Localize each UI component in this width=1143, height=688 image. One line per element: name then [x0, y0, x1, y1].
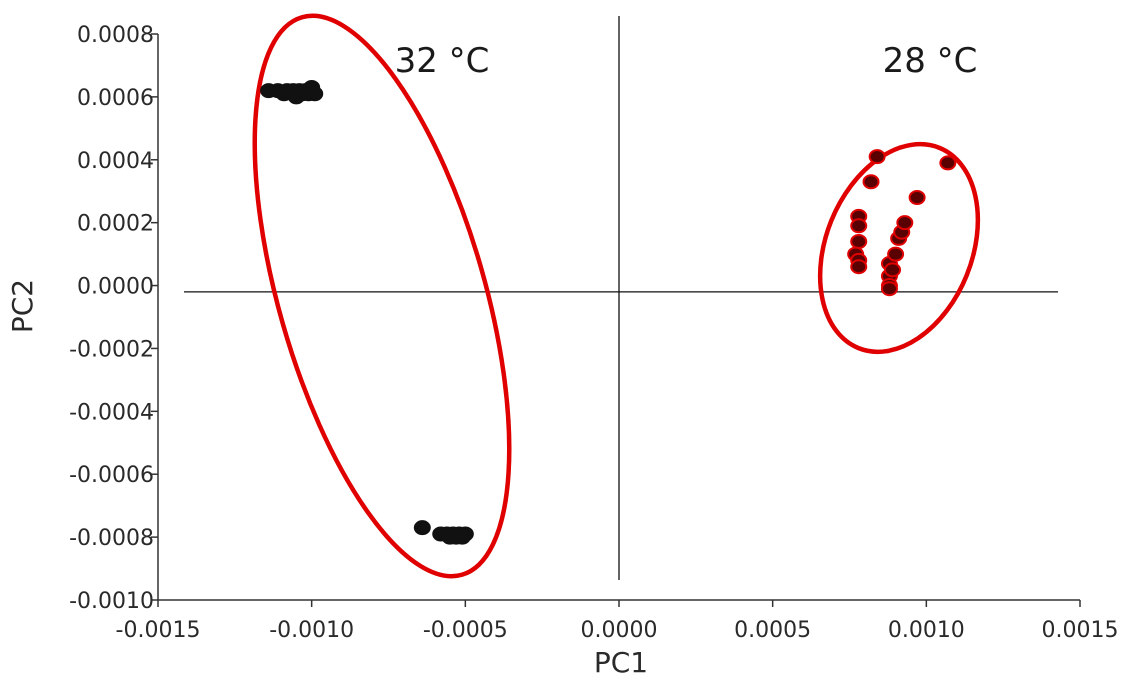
- y-tick-label: -0.0004: [69, 400, 154, 425]
- y-tick-label: -0.0008: [69, 526, 154, 551]
- x-tick-label: 0.0000: [581, 618, 658, 643]
- cluster-ellipses: [252, 13, 981, 579]
- y-axis-label: PC2: [6, 279, 39, 333]
- x-tick-label: -0.0010: [269, 618, 354, 643]
- y-tick-label: -0.0010: [69, 589, 154, 614]
- data-point: [850, 218, 868, 234]
- x-tick-label: 0.0015: [1042, 618, 1119, 643]
- y-tick-label: 0.0006: [77, 86, 154, 111]
- data-point: [862, 174, 880, 190]
- x-tick-label: 0.0005: [734, 618, 811, 643]
- x-tick-label: -0.0005: [423, 618, 508, 643]
- annotation-32c: 32 °C: [395, 41, 490, 81]
- y-tick-label: 0.0002: [77, 212, 154, 237]
- data-point: [896, 215, 914, 231]
- data-point: [306, 86, 324, 102]
- data-point: [413, 520, 431, 536]
- data-point: [884, 262, 902, 278]
- x-tick-label: 0.0010: [888, 618, 965, 643]
- y-tick-label: 0.0004: [77, 149, 154, 174]
- y-tick-label: 0.0000: [77, 275, 154, 300]
- y-tick-label: 0.0008: [77, 23, 154, 48]
- data-point: [908, 190, 926, 206]
- data-point: [880, 281, 898, 297]
- cluster-ellipse-28c: [817, 141, 981, 355]
- data-point: [868, 149, 886, 165]
- axes: -0.0010 -0.0008 -0.0006 -0.0004 -0.0002 0.000…: [69, 23, 1118, 643]
- y-tick-label: -0.0006: [69, 463, 154, 488]
- cluster-ellipse-32c: [252, 13, 512, 579]
- annotations: 32 °C 28 °C: [395, 41, 978, 81]
- annotation-28c: 28 °C: [883, 41, 978, 81]
- y-tick-label: -0.0002: [69, 337, 154, 362]
- data-point: [850, 234, 868, 250]
- axis-labels: PC1 PC2: [6, 279, 648, 679]
- x-tick-label: -0.0015: [116, 618, 201, 643]
- reference-lines: [184, 16, 1058, 580]
- data-point: [887, 246, 905, 262]
- data-point: [456, 526, 474, 542]
- x-axis-label: PC1: [594, 646, 648, 679]
- data-points: [260, 79, 957, 545]
- data-point: [850, 259, 868, 275]
- data-point: [939, 155, 957, 171]
